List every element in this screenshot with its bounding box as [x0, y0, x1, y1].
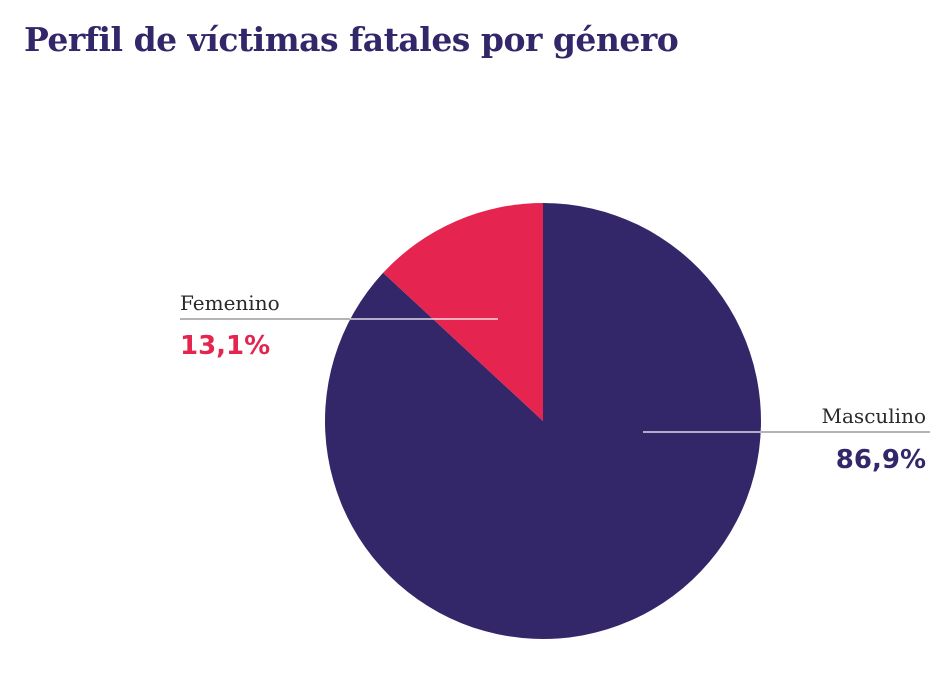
slice-label-femenino: Femenino: [180, 291, 280, 315]
pie-slice-masculino: [324, 203, 761, 639]
slice-value-femenino: 13,1%: [180, 331, 270, 361]
pie-slices: [324, 203, 761, 639]
pie-labels: Masculino 86,9% Femenino 13,1%: [180, 291, 930, 475]
chart-title: Perfil de víctimas fatales por género: [24, 20, 679, 59]
pie-slice-femenino: [383, 203, 543, 421]
slice-label-masculino: Masculino: [822, 404, 926, 428]
slice-value-masculino: 86,9%: [836, 445, 926, 475]
